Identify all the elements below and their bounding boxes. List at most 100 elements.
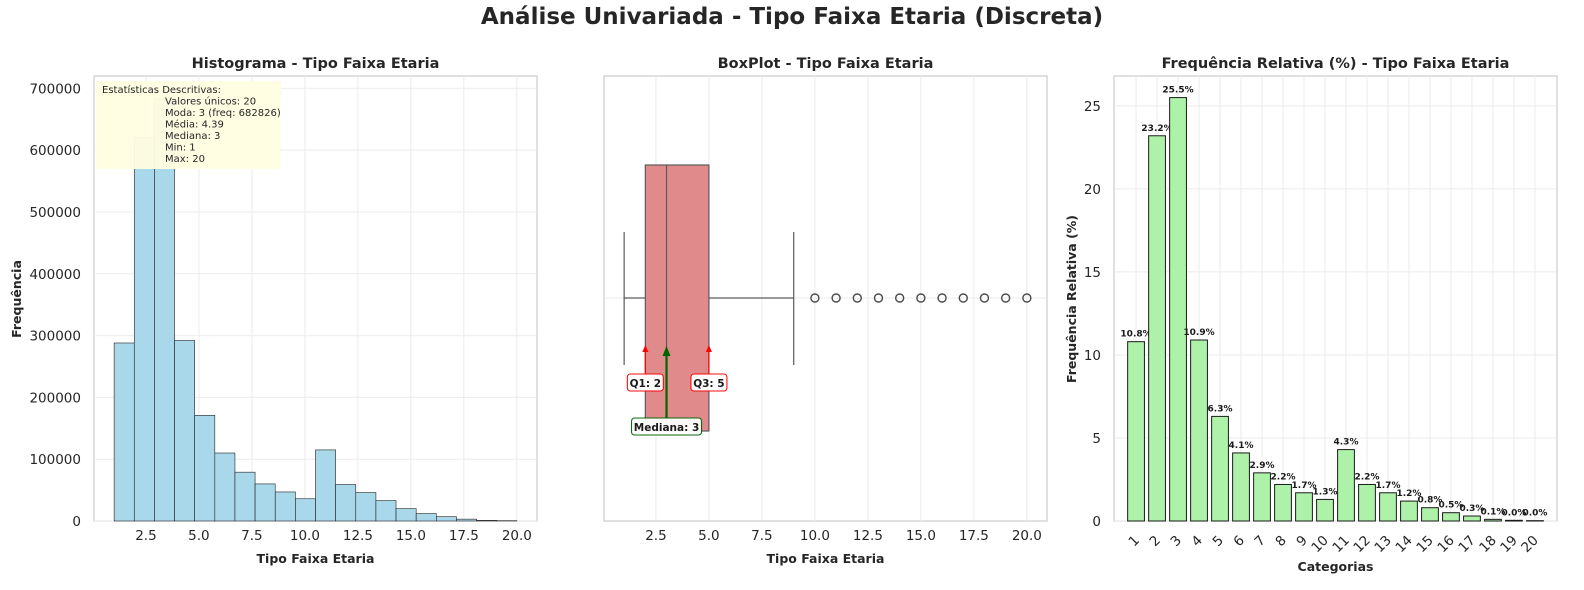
q1-annotation-box xyxy=(626,373,664,392)
relfreq-value-label: 1.3% xyxy=(1313,487,1338,497)
stats-line: Mediana: 3 xyxy=(165,131,220,142)
stats-line: Média: 4.39 xyxy=(165,119,224,131)
histogram-ytick-label: 400000 xyxy=(29,267,81,283)
histogram-xtick-label: 17.5 xyxy=(449,528,479,544)
relfreq-xtick-label: 6 xyxy=(1230,533,1247,550)
q3-arrowhead xyxy=(705,345,712,352)
relfreq-value-label: 0.3% xyxy=(1459,504,1484,514)
relfreq-value-label: 10.8% xyxy=(1120,330,1151,340)
relfreq-xtick-label: 2 xyxy=(1146,533,1163,550)
relfreq-xtick-label: 3 xyxy=(1167,533,1184,550)
relfreq-bar xyxy=(1274,483,1292,522)
histogram-ytick-label: 500000 xyxy=(29,205,81,221)
relfreq-xtick-label: 7 xyxy=(1251,533,1268,550)
boxplot-xtick-label: 17.5 xyxy=(959,528,989,544)
histogram-bar xyxy=(375,500,397,522)
boxplot-ticks: 2.5 5.0 7.5 10.0 12.5 15.0 17.5 20.0 xyxy=(645,528,1042,544)
relfreq-xtick-label: 4 xyxy=(1188,533,1205,550)
boxplot-outlier xyxy=(894,293,905,303)
q1-arrowhead xyxy=(642,345,649,352)
histogram-bar xyxy=(476,520,498,522)
relfreq-value-label: 10.9% xyxy=(1183,328,1214,338)
histogram-bar xyxy=(295,498,316,522)
histogram-ytick-label: 100000 xyxy=(29,452,81,468)
relfreq-bar xyxy=(1169,97,1187,522)
boxplot-outlier xyxy=(852,293,862,303)
histogram-xtick-label: 10.0 xyxy=(290,528,320,544)
relfreq-bar xyxy=(1400,500,1418,522)
relfreq-bar xyxy=(1421,507,1439,522)
relfreq-bars: 10.8%23.2%25.5%10.9%6.3%4.1%2.9%2.2%1.7%… xyxy=(1120,86,1547,522)
boxplot-outlier xyxy=(873,293,884,303)
relfreq-xtick-label: 17 xyxy=(1455,533,1478,556)
histogram-bar xyxy=(214,452,236,522)
relfreq-bar xyxy=(1442,512,1460,522)
relfreq-ytick-label: 25 xyxy=(1084,99,1101,115)
histogram-title: Histograma - Tipo Faixa Etaria xyxy=(192,56,440,72)
histogram-bar xyxy=(415,513,437,522)
stats-line: Moda: 3 (freq: 682826) xyxy=(165,108,281,119)
histogram-bar xyxy=(174,340,195,522)
boxplot-xtick-label: 20.0 xyxy=(1012,528,1042,544)
boxplot-xlabel: Tipo Faixa Etaria xyxy=(767,551,885,566)
relfreq-xtick-label: 5 xyxy=(1209,533,1226,550)
boxplot-outlier xyxy=(958,293,968,303)
boxplot-marks: Q1: 2 Q3: 5 Mediana: 3 xyxy=(623,164,1032,436)
relfreq-bar xyxy=(1211,415,1229,522)
histogram-xtick-label: 20.0 xyxy=(502,528,532,544)
relfreq-value-label: 0.0% xyxy=(1501,508,1526,518)
boxplot-panel: Q1: 2 Q3: 5 Mediana: 3 2.5 5.0 7.5 10.0 12.5 15… xyxy=(603,56,1048,566)
histogram-ytick-label: 600000 xyxy=(29,143,81,159)
histogram-bar xyxy=(355,492,377,522)
relfreq-xtick-label: 1 xyxy=(1125,533,1142,550)
relfreq-bar xyxy=(1232,452,1250,522)
relfreq-value-label: 1.7% xyxy=(1376,481,1401,491)
relfreq-xtick-label: 9 xyxy=(1293,533,1310,550)
relfreq-xtick-label: 18 xyxy=(1476,533,1499,556)
histogram-bar xyxy=(234,471,256,522)
histogram-xtick-label: 15.0 xyxy=(396,528,426,544)
relfreq-value-label: 23.2% xyxy=(1141,124,1172,134)
relfreq-bar xyxy=(1484,518,1502,522)
boxplot-outlier xyxy=(916,293,926,303)
relfreq-value-label: 25.5% xyxy=(1162,86,1193,96)
relfreq-value-label: 1.7% xyxy=(1292,481,1317,491)
histogram-xtick-label: 2.5 xyxy=(135,528,156,544)
relfreq-bar xyxy=(1253,472,1271,522)
histogram-ytick-label: 300000 xyxy=(29,329,81,345)
boxplot-outlier xyxy=(937,293,947,303)
stats-box-background xyxy=(96,81,281,169)
boxplot-title: BoxPlot - Tipo Faixa Etaria xyxy=(718,56,934,72)
histogram-xtick-label: 7.5 xyxy=(241,528,262,544)
relfreq-value-label: 4.3% xyxy=(1334,438,1359,448)
relfreq-bar xyxy=(1127,341,1145,522)
boxplot-xtick-label: 2.5 xyxy=(645,528,666,544)
relfreq-plot-area xyxy=(1113,75,1558,522)
relfreq-title: Frequência Relativa (%) - Tipo Faixa Eta… xyxy=(1162,56,1510,72)
histogram-bar xyxy=(274,491,296,522)
relfreq-value-label: 0.0% xyxy=(1522,509,1547,519)
relfreq-value-label: 2.2% xyxy=(1271,472,1296,482)
histogram-ytick-label: 200000 xyxy=(29,390,81,406)
relfreq-value-label: 0.8% xyxy=(1417,496,1442,506)
relfreq-bar xyxy=(1358,483,1376,522)
relfreq-bar xyxy=(1505,519,1523,522)
boxplot-xtick-label: 12.5 xyxy=(853,528,883,544)
relfreq-value-label: 2.9% xyxy=(1250,461,1275,471)
histogram-bar xyxy=(113,342,135,522)
histogram-ylabel: Frequência xyxy=(9,260,24,338)
boxplot-xtick-label: 10.0 xyxy=(800,528,830,544)
histogram-bar xyxy=(315,449,336,522)
relfreq-value-label: 0.1% xyxy=(1480,507,1505,517)
histogram-bar xyxy=(395,508,417,522)
stats-line: Min: 1 xyxy=(165,143,196,154)
relfreq-xtick-label: 8 xyxy=(1272,533,1289,550)
relfreq-xtick-label: 16 xyxy=(1434,533,1457,556)
relfreq-value-label: 1.2% xyxy=(1396,489,1421,499)
histogram-panel: 2.5 5.0 7.5 10.0 12.5 15.0 17.5 20.0 0 100000 2000… xyxy=(9,56,538,566)
relfreq-bar xyxy=(1379,492,1397,522)
relfreq-value-label: 0.5% xyxy=(1438,501,1463,511)
relfreq-xtick-label: 14 xyxy=(1392,533,1415,556)
boxplot-outlier xyxy=(1000,293,1011,303)
relfreq-xtick-label: 10 xyxy=(1308,533,1331,556)
